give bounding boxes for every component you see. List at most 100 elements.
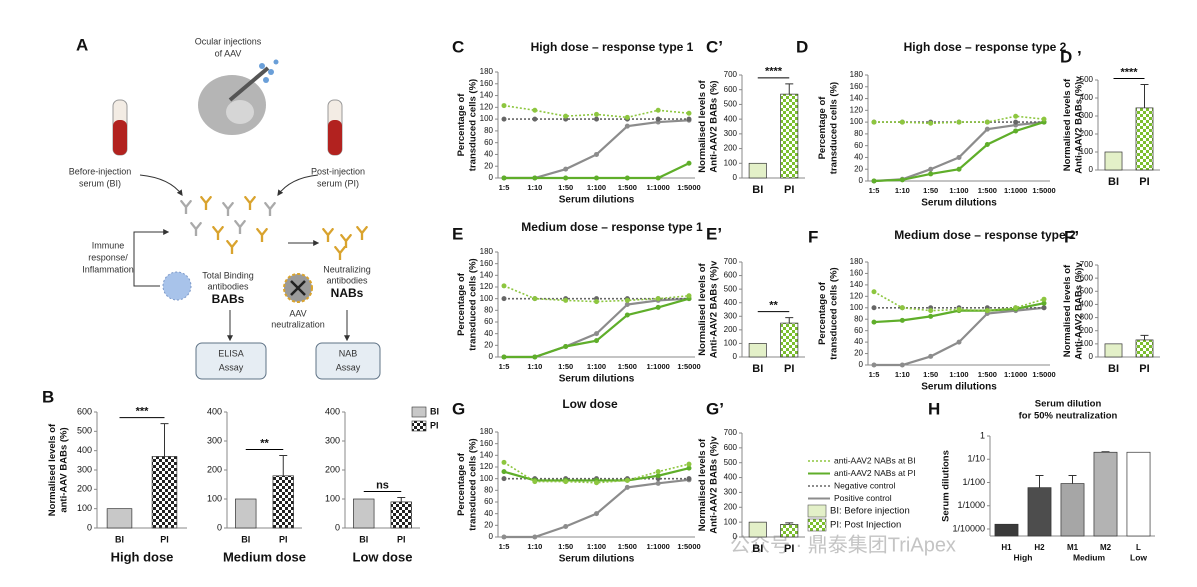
diagram-label: Before-injection — [69, 166, 132, 176]
x-tick-label: 1:50 — [558, 542, 573, 551]
x-tick-label: 1:5000 — [677, 183, 700, 192]
significance-label: **** — [1120, 66, 1138, 78]
x-tick-label: PI — [784, 184, 794, 196]
panel-a: A Ocular injections of AAV Before-inject… — [69, 35, 381, 380]
y-axis-label: transduced cells (%) — [828, 82, 839, 174]
y-axis-label: Normalised levels of — [1062, 264, 1073, 357]
y-tick-label: 100 — [850, 117, 864, 126]
x-tick-label: PI — [1139, 176, 1149, 188]
x-tick-label: 1:500 — [618, 362, 637, 371]
watermark: 公众号 · 鼎泰集团TriApex — [730, 533, 956, 556]
y-tick-label: 160 — [480, 259, 494, 268]
y-tick-label: 140 — [850, 280, 864, 289]
y-tick-label: 180 — [480, 427, 494, 436]
point — [655, 480, 661, 486]
y-tick-label: 300 — [724, 129, 738, 138]
bar — [390, 501, 412, 529]
point — [501, 103, 507, 109]
y-tick-label: 200 — [1080, 326, 1094, 335]
aav-dot — [259, 63, 265, 69]
y-tick-label: 0 — [87, 522, 92, 532]
x-tick-label: 1:10 — [527, 183, 542, 192]
y-axis-label: transduced cells (%) — [828, 267, 839, 359]
chart-title: Medium dose – response type 2 — [894, 228, 1076, 242]
point — [956, 306, 962, 312]
point — [928, 166, 934, 172]
point — [686, 110, 692, 116]
y-tick-label: 160 — [850, 82, 864, 91]
y-tick-label: 20 — [854, 164, 863, 173]
legend-label: PI: Post Injection — [830, 520, 901, 531]
diagram-label: serum (BI) — [79, 178, 121, 188]
point — [899, 362, 905, 368]
error-bar — [160, 423, 169, 457]
bar — [780, 93, 799, 179]
point — [899, 305, 905, 311]
y-tick-label: 300 — [1080, 111, 1094, 120]
point — [956, 166, 962, 172]
legend-label: BI — [430, 406, 439, 416]
point — [686, 116, 692, 122]
panel-letter: D — [796, 37, 808, 56]
bar — [748, 521, 767, 538]
point — [655, 116, 661, 122]
group-label: Low — [1130, 552, 1147, 562]
x-tick-label: 1:1000 — [646, 183, 669, 192]
y-axis-label: Anti-AAV2 BABs (%)v — [708, 436, 719, 534]
x-axis-label: High dose — [111, 549, 174, 564]
significance-label: ns — [376, 479, 389, 491]
y-tick-label: 100 — [325, 493, 340, 503]
y-tick-label: 100 — [480, 294, 494, 303]
y-tick-label: 60 — [484, 317, 493, 326]
y-tick-label: 180 — [480, 247, 494, 256]
x-tick-label: BI — [752, 363, 763, 375]
x-tick-label: 1:10 — [895, 186, 910, 195]
x-axis-label: Serum dilutions — [921, 198, 997, 209]
x-tick-label: BI — [1108, 176, 1119, 188]
point — [928, 313, 934, 319]
y-tick-label: 500 — [77, 426, 92, 436]
point — [984, 141, 990, 147]
point — [532, 354, 538, 360]
aav-dot — [268, 69, 274, 75]
legend-label: Positive control — [834, 493, 892, 503]
point — [928, 353, 934, 359]
panel-letter: E — [452, 224, 463, 243]
y-tick-label: 60 — [484, 138, 493, 147]
point — [594, 175, 599, 181]
y-tick-label: 60 — [854, 141, 863, 150]
y-tick-label: 700 — [724, 428, 738, 437]
point — [501, 283, 507, 289]
point — [594, 151, 599, 157]
y-tick-label: 200 — [207, 464, 222, 474]
y-axis-label: Anti-AAV2 BABs (%)v — [708, 260, 719, 358]
bar — [748, 162, 767, 179]
x-tick-label: PI — [784, 363, 794, 375]
y-tick-label: 40 — [484, 329, 493, 338]
y-tick-label: 120 — [480, 462, 494, 471]
chart-title: High dose – response type 2 — [904, 40, 1067, 54]
point — [686, 160, 692, 166]
point — [984, 126, 990, 132]
chart-title: Serum dilution — [1035, 399, 1102, 410]
x-tick-label: 1:500 — [618, 183, 637, 192]
x-axis-label: Medium dose — [223, 549, 306, 564]
syringe — [228, 66, 270, 102]
x-tick-label: 1:1000 — [1004, 186, 1027, 195]
point — [532, 107, 538, 113]
y-tick-label: 400 — [724, 298, 738, 307]
diagram-label: Neutralizing — [323, 264, 371, 274]
y-tick-label: 200 — [1080, 129, 1094, 138]
point — [928, 308, 934, 314]
diagram-label: BABs — [212, 292, 245, 306]
point — [899, 119, 905, 125]
x-tick-label: 1:100 — [587, 542, 606, 551]
y-tick-label: 400 — [325, 406, 340, 416]
y-tick-label: 40 — [854, 153, 863, 162]
point — [594, 111, 599, 117]
y-tick-label: 80 — [854, 314, 863, 323]
y-tick-label: 40 — [484, 509, 493, 518]
y-tick-label: 200 — [325, 464, 340, 474]
y-tick-label: 200 — [724, 144, 738, 153]
y-tick-label: 40 — [484, 150, 493, 159]
